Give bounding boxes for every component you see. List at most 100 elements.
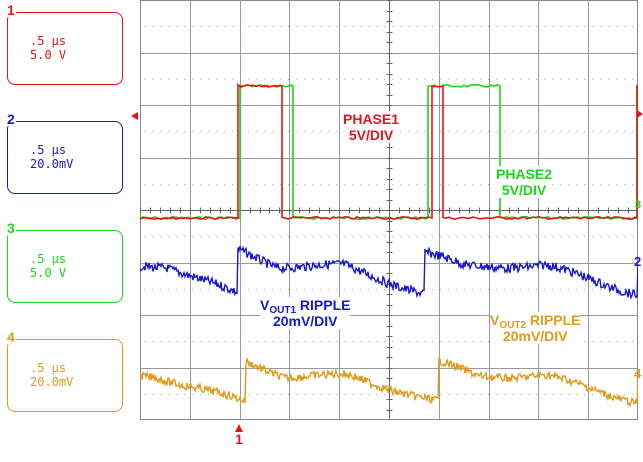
right-marker-ch4[interactable]: 4 (634, 367, 641, 380)
grid-dot (184, 394, 185, 395)
right-marker-ch3[interactable]: 3 (635, 200, 641, 211)
channel-3-box[interactable]: 3 .5 µs 5.0 V (6, 221, 123, 303)
phase2-trace (140, 83, 638, 221)
grid-dot (632, 289, 633, 290)
grid-dot (512, 79, 513, 80)
grid-dot (200, 26, 201, 27)
grid-dot (480, 26, 481, 27)
grid-dot (336, 394, 337, 395)
grid-dot (624, 184, 625, 185)
grid-dot (560, 394, 561, 395)
grid-dot (496, 26, 497, 27)
grid-dot (176, 289, 177, 290)
grid-dot (184, 341, 185, 342)
grid-dot (560, 236, 561, 237)
grid-dot (472, 394, 473, 395)
grid-dot (504, 131, 505, 132)
grid-dot (544, 26, 545, 27)
grid-dot (632, 394, 633, 395)
grid-dot (528, 79, 529, 80)
grid-dot (200, 236, 201, 237)
grid-dot (320, 79, 321, 80)
grid-dot (248, 184, 249, 185)
grid-dot (400, 131, 401, 132)
grid-dot (296, 236, 297, 237)
grid-dot (176, 341, 177, 342)
grid-dot (528, 131, 529, 132)
grid-dot (184, 26, 185, 27)
grid-dot (144, 79, 145, 80)
grid-dot (272, 394, 273, 395)
channel-4-box[interactable]: 4 .5 µs 20.0mV (6, 330, 123, 412)
grid-dot (232, 236, 233, 237)
grid-dot (624, 131, 625, 132)
grid-dot (232, 79, 233, 80)
grid-dot (496, 131, 497, 132)
right-marker-ch1[interactable] (637, 110, 643, 118)
grid-dot (152, 184, 153, 185)
grid-dot (624, 289, 625, 290)
grid-dot (536, 26, 537, 27)
grid-dot (192, 341, 193, 342)
channel-1-box[interactable]: 1 .5 µs 5.0 V (6, 3, 123, 85)
grid-dot (312, 79, 313, 80)
trigger-position-marker[interactable]: 1 (233, 424, 245, 446)
right-marker-ch2-number: 2 (634, 254, 642, 269)
grid-dot (160, 131, 161, 132)
grid-dot (512, 394, 513, 395)
grid-dot (280, 236, 281, 237)
grid-dot (632, 184, 633, 185)
grid-dot (312, 341, 313, 342)
grid-dot (432, 26, 433, 27)
phase2-label-scale: 5V/DIV (501, 182, 547, 198)
grid-dot (232, 341, 233, 342)
scope-screen[interactable]: PHASE1 5V/DIV PHASE2 5V/DIV VOUT1 RIPPLE… (140, 0, 638, 420)
grid-dot (192, 131, 193, 132)
grid-dot (440, 394, 441, 395)
grid-dot (184, 236, 185, 237)
grid-dot (624, 341, 625, 342)
grid-dot (352, 184, 353, 185)
grid-dot (600, 184, 601, 185)
grid-dot (544, 131, 545, 132)
grid-dot (144, 131, 145, 132)
grid-dot (632, 79, 633, 80)
vout1-label-name: VOUT1 RIPPLE (260, 297, 350, 316)
grid-dot (304, 26, 305, 27)
scope-graticule (140, 0, 638, 420)
grid-dot (320, 394, 321, 395)
channel-2-box[interactable]: 2 .5 µs 20.0mV (6, 112, 123, 194)
right-marker-ch2[interactable]: 2 (634, 255, 641, 268)
right-marker-ch4-number: 4 (634, 366, 642, 381)
grid-dot (248, 394, 249, 395)
grid-dot (280, 131, 281, 132)
grid-dot (584, 184, 585, 185)
grid-dot (144, 289, 145, 290)
grid-dot (312, 131, 313, 132)
grid-dot (264, 131, 265, 132)
grid-dot (200, 394, 201, 395)
grid-dot (424, 236, 425, 237)
grid-dot (256, 394, 257, 395)
grid-dot (392, 236, 393, 237)
grid-dot (552, 26, 553, 27)
grid-dot (536, 236, 537, 237)
grid-dot (576, 26, 577, 27)
grid-dot (472, 131, 473, 132)
grid-dot (536, 79, 537, 80)
grid-dot (184, 79, 185, 80)
left-trigger-level-marker[interactable] (131, 112, 138, 120)
grid-dot (312, 236, 313, 237)
grid-dot (368, 79, 369, 80)
grid-dot (280, 184, 281, 185)
grid-dot (312, 289, 313, 290)
grid-dot (216, 184, 217, 185)
grid-dot (200, 79, 201, 80)
grid-dot (144, 341, 145, 342)
grid-dot (512, 131, 513, 132)
grid-dot (288, 184, 289, 185)
grid-dot (424, 184, 425, 185)
grid-dot (280, 394, 281, 395)
grid-dot (400, 236, 401, 237)
grid-dot (464, 236, 465, 237)
